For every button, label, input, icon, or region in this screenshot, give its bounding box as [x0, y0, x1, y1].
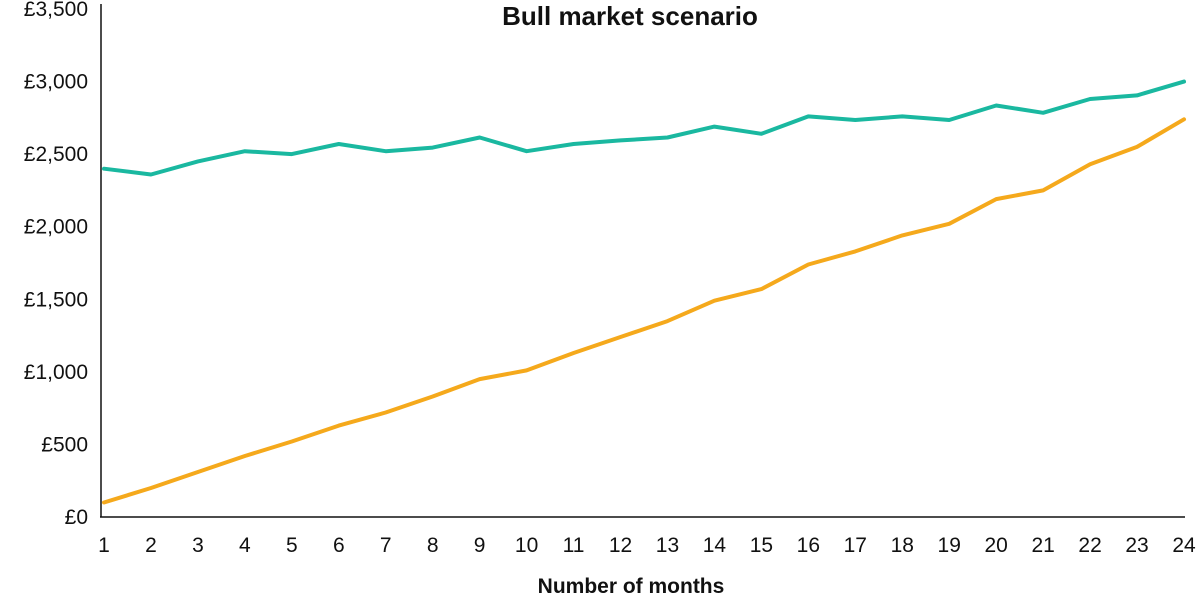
y-tick-label: £0: [65, 506, 88, 529]
x-tick-label: 12: [609, 534, 632, 557]
y-tick-label: £3,000: [24, 71, 88, 94]
x-tick-label: 2: [145, 534, 157, 557]
x-tick-label: 4: [239, 534, 251, 557]
y-tick-label: £2,000: [24, 216, 88, 239]
series-line-2: [102, 117, 1186, 505]
y-tick-label: £500: [41, 433, 88, 456]
x-tick-label: 19: [938, 534, 961, 557]
x-tick-label: 24: [1172, 534, 1196, 557]
y-axis-ticks: £0 £500 £1,000 £1,500 £2,000 £2,500 £3,000 £3,5…: [24, 0, 88, 529]
x-tick-label: 15: [750, 534, 773, 557]
y-tick-label: £2,500: [24, 143, 88, 166]
x-axis-ticks: 1 2 3 4 5 6 7 8 9 10 11 12 13 14 15 16 17 18 19 20 21 22 23 24: [98, 534, 1196, 557]
x-axis-title: Number of months: [538, 575, 725, 598]
x-tick-label: 18: [891, 534, 914, 557]
x-tick-label: 11: [563, 534, 585, 557]
x-tick-label: 7: [380, 534, 392, 557]
y-tick-label: £3,500: [24, 0, 88, 21]
x-tick-label: 17: [844, 534, 867, 557]
y-tick-label: £1,500: [24, 288, 88, 311]
series-lines: [102, 79, 1186, 505]
x-tick-label: 16: [797, 534, 820, 557]
x-tick-label: 6: [333, 534, 345, 557]
x-tick-label: 20: [984, 534, 1007, 557]
x-tick-label: 5: [286, 534, 298, 557]
x-tick-label: 14: [703, 534, 727, 557]
x-tick-label: 22: [1078, 534, 1101, 557]
x-tick-label: 23: [1125, 534, 1148, 557]
x-tick-label: 8: [427, 534, 439, 557]
series-line-1: [102, 79, 1186, 177]
x-tick-label: 13: [656, 534, 679, 557]
x-tick-label: 3: [192, 534, 204, 557]
x-tick-label: 10: [515, 534, 538, 557]
y-tick-label: £1,000: [24, 361, 88, 384]
x-tick-label: 21: [1031, 534, 1054, 557]
chart-title: Bull market scenario: [502, 1, 758, 31]
x-tick-label: 1: [98, 534, 110, 557]
x-tick-label: 9: [474, 534, 486, 557]
